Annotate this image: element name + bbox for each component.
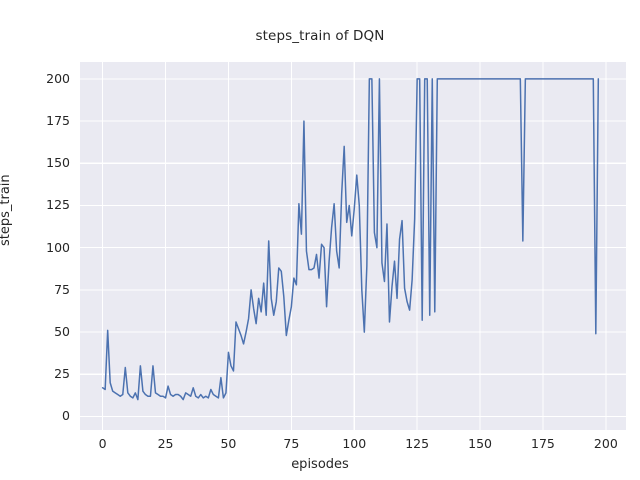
x-tick-0: 0 [98,436,107,451]
x-axis-label: episodes [291,457,349,472]
x-tick-50: 50 [220,436,237,451]
series-line-steps-train [101,78,600,401]
y-tick-0: 0 [62,408,70,424]
x-tick-100: 100 [342,436,367,451]
horizontal-gridlines [80,78,626,418]
grid-layer [80,62,626,430]
data-layer [101,78,600,401]
chart-title: steps_train of DQN [255,28,385,44]
x-tick-200: 200 [593,436,618,451]
y-tick-50: 50 [54,324,70,340]
y-axis-label: steps_train [0,174,13,246]
plot-axes-area [80,62,626,430]
y-tick-75: 75 [54,281,70,297]
x-tick-25: 25 [157,436,174,451]
x-tick-175: 175 [531,436,555,451]
vertical-gridlines [102,62,607,430]
x-tick-75: 75 [283,436,300,451]
x-tick-150: 150 [468,436,492,451]
y-tick-100: 100 [46,239,70,255]
y-tick-150: 150 [46,155,70,171]
y-tick-200: 200 [46,70,70,86]
x-tick-125: 125 [405,436,430,451]
y-tick-25: 25 [54,366,70,382]
y-tick-125: 125 [46,197,70,213]
y-tick-175: 175 [46,113,70,129]
